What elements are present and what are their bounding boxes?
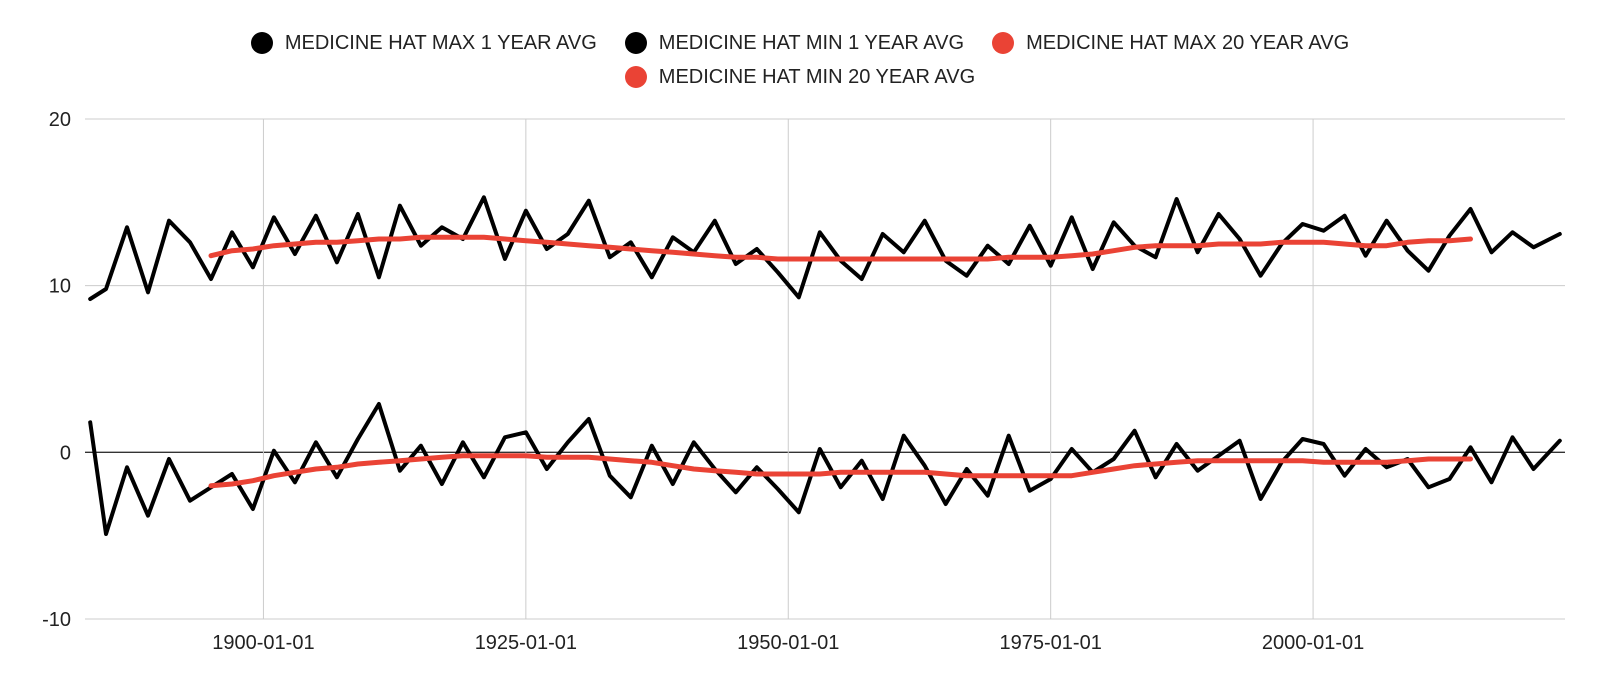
axis-tick-labels: -10 0 10 20 1900-01-01 1925-01-01 1950-01-01 19… <box>42 109 1364 654</box>
y-tick-label: 0 <box>60 442 71 464</box>
x-tick-label: 1900-01-01 <box>212 632 314 654</box>
y-tick-label: 10 <box>49 276 71 298</box>
series-line-medicine-hat-max-1-year-avg <box>90 197 1560 299</box>
y-tick-label: 20 <box>49 109 71 131</box>
x-tick-label: 1950-01-01 <box>737 632 839 654</box>
grid <box>85 119 1565 619</box>
x-tick-label: 1925-01-01 <box>475 632 577 654</box>
series-lines <box>90 197 1560 534</box>
y-tick-label: -10 <box>42 609 71 631</box>
x-tick-label: 2000-01-01 <box>1262 632 1364 654</box>
series-line-medicine-hat-max-20-year-avg <box>211 237 1471 259</box>
x-tick-label: 1975-01-01 <box>1000 632 1102 654</box>
